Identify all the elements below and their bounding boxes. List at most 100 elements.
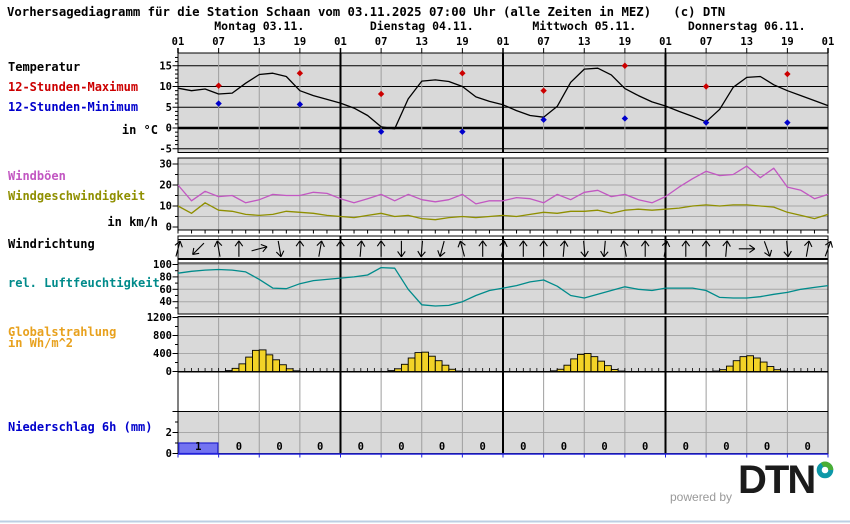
precip-value: 0 [642, 441, 648, 453]
label-wind-unit: in km/h [107, 215, 158, 229]
time-tick-label: 19 [781, 36, 794, 48]
label-radiation-line2: in Wh/m^2 [8, 336, 74, 350]
wind-arrow-icon [336, 240, 345, 257]
precip-value: 0 [358, 441, 364, 453]
precip-value: 0 [805, 441, 811, 453]
y-tick-label: 30 [159, 159, 172, 171]
time-tick-label: 01 [172, 36, 185, 48]
temperature-line [177, 67, 829, 130]
wind-arrow-icon [437, 240, 446, 257]
wind-arrow-icon [783, 240, 792, 258]
wind-arrow-icon [738, 244, 756, 254]
wind-arrow-icon [213, 240, 223, 257]
y-tick-label: 80 [159, 271, 172, 283]
max-temperature-markers [215, 62, 791, 98]
wind-gusts-line [177, 165, 829, 205]
label-12h-minimum: 12-Stunden-Minimum [8, 100, 139, 114]
y-tick-label: 5 [166, 102, 172, 114]
wind-arrow-icon [661, 240, 671, 257]
y-tick-label: 0 [166, 448, 172, 460]
time-tick-label: 07 [375, 36, 388, 48]
min-temperature-markers [215, 100, 791, 135]
y-tick-label: 20 [159, 180, 172, 192]
time-tick-label: 01 [659, 36, 672, 48]
label-wind-direction: Windrichtung [8, 237, 95, 251]
label-temp-unit: in °C [121, 123, 158, 137]
page-title: Vorhersagediagramm für die Station Schaa… [7, 5, 726, 19]
precip-value: 0 [723, 441, 729, 453]
grid [177, 52, 829, 454]
wind-arrow-icon [824, 240, 833, 257]
precip-value: 0 [276, 441, 282, 453]
time-tick-label: 19 [456, 36, 469, 48]
wind-direction-arrows [174, 240, 833, 258]
label-precipitation: Niederschlag 6h (mm) [8, 420, 153, 434]
y-tick-label: 2 [166, 427, 172, 439]
label-wind-gusts: Windböen [8, 169, 66, 183]
time-tick-label: 07 [700, 36, 713, 48]
wind-arrow-icon [519, 240, 528, 257]
y-tick-label: 800 [153, 330, 172, 342]
label-temperature: Temperatur [8, 60, 81, 74]
wind-arrow-icon [640, 240, 650, 257]
series: 1 0 0 0 0 0 0 0 0 0 0 0 0 0 0 0 [174, 62, 833, 455]
precip-value: 0 [683, 441, 689, 453]
dtn-logo-text: DTN [738, 458, 816, 502]
time-tick-label: 13 [578, 36, 591, 48]
y-tick-label: 0 [166, 123, 172, 135]
precip-value: 1 [195, 441, 201, 453]
day-header: Montag 03.11. [214, 19, 304, 33]
wind-arrow-icon [763, 241, 773, 257]
powered-by-text: powered by [670, 490, 733, 504]
y-tick-label: -5 [159, 143, 172, 155]
precip-value: 0 [236, 441, 242, 453]
precip-value: 0 [480, 441, 486, 453]
wind-arrow-icon [397, 240, 406, 258]
radiation-bars [224, 349, 788, 372]
y-tick-label: 400 [153, 348, 172, 360]
label-12h-maximum: 12-Stunden-Maximum [8, 80, 139, 94]
time-tick-label: 01 [497, 36, 510, 48]
y-tick-label: 15 [159, 60, 172, 72]
dtn-logo-ring-icon [816, 461, 834, 479]
wind-arrow-icon [417, 240, 426, 258]
precip-value: 0 [398, 441, 404, 453]
time-tick-label: 01 [822, 36, 835, 48]
wind-arrow-icon [499, 240, 508, 257]
wind-arrow-icon [376, 240, 386, 257]
wind-arrow-icon [681, 240, 691, 257]
time-tick-label: 13 [740, 36, 753, 48]
precip-value: 0 [520, 441, 526, 453]
wind-arrow-icon [620, 240, 629, 257]
wind-arrow-icon [804, 240, 813, 257]
time-tick-label: 01 [334, 36, 347, 48]
wind-arrow-icon [234, 240, 244, 257]
precip-value: 0 [317, 441, 323, 453]
wind-arrow-icon [356, 240, 366, 257]
y-tick-label: 1200 [147, 312, 172, 324]
y-tick-label: 100 [153, 259, 172, 271]
y-tick-label: 0 [166, 366, 172, 378]
y-tick-label: 10 [159, 201, 172, 213]
humidity-line [177, 266, 829, 307]
wind-arrow-icon [192, 242, 205, 255]
wind-arrow-icon [457, 240, 466, 257]
wind-arrow-icon [316, 240, 325, 257]
wind-arrow-icon [174, 240, 183, 257]
wind-arrow-icon [478, 240, 487, 257]
time-tick-label: 19 [619, 36, 632, 48]
wind-arrow-icon [600, 240, 609, 258]
wind-arrow-icon [275, 240, 285, 258]
y-tick-label: 10 [159, 81, 172, 93]
precipitation-cells: 1 0 0 0 0 0 0 0 0 0 0 0 0 0 0 0 [178, 441, 811, 455]
day-header: Dienstag 04.11. [370, 19, 474, 33]
wind-arrow-icon [539, 240, 548, 257]
wind-speed-line [177, 202, 829, 221]
label-humidity: rel. Luftfeuchtigkeit [8, 276, 160, 290]
precip-value: 0 [601, 441, 607, 453]
time-tick-label: 07 [212, 36, 225, 48]
y-tick-label: 40 [159, 296, 172, 308]
